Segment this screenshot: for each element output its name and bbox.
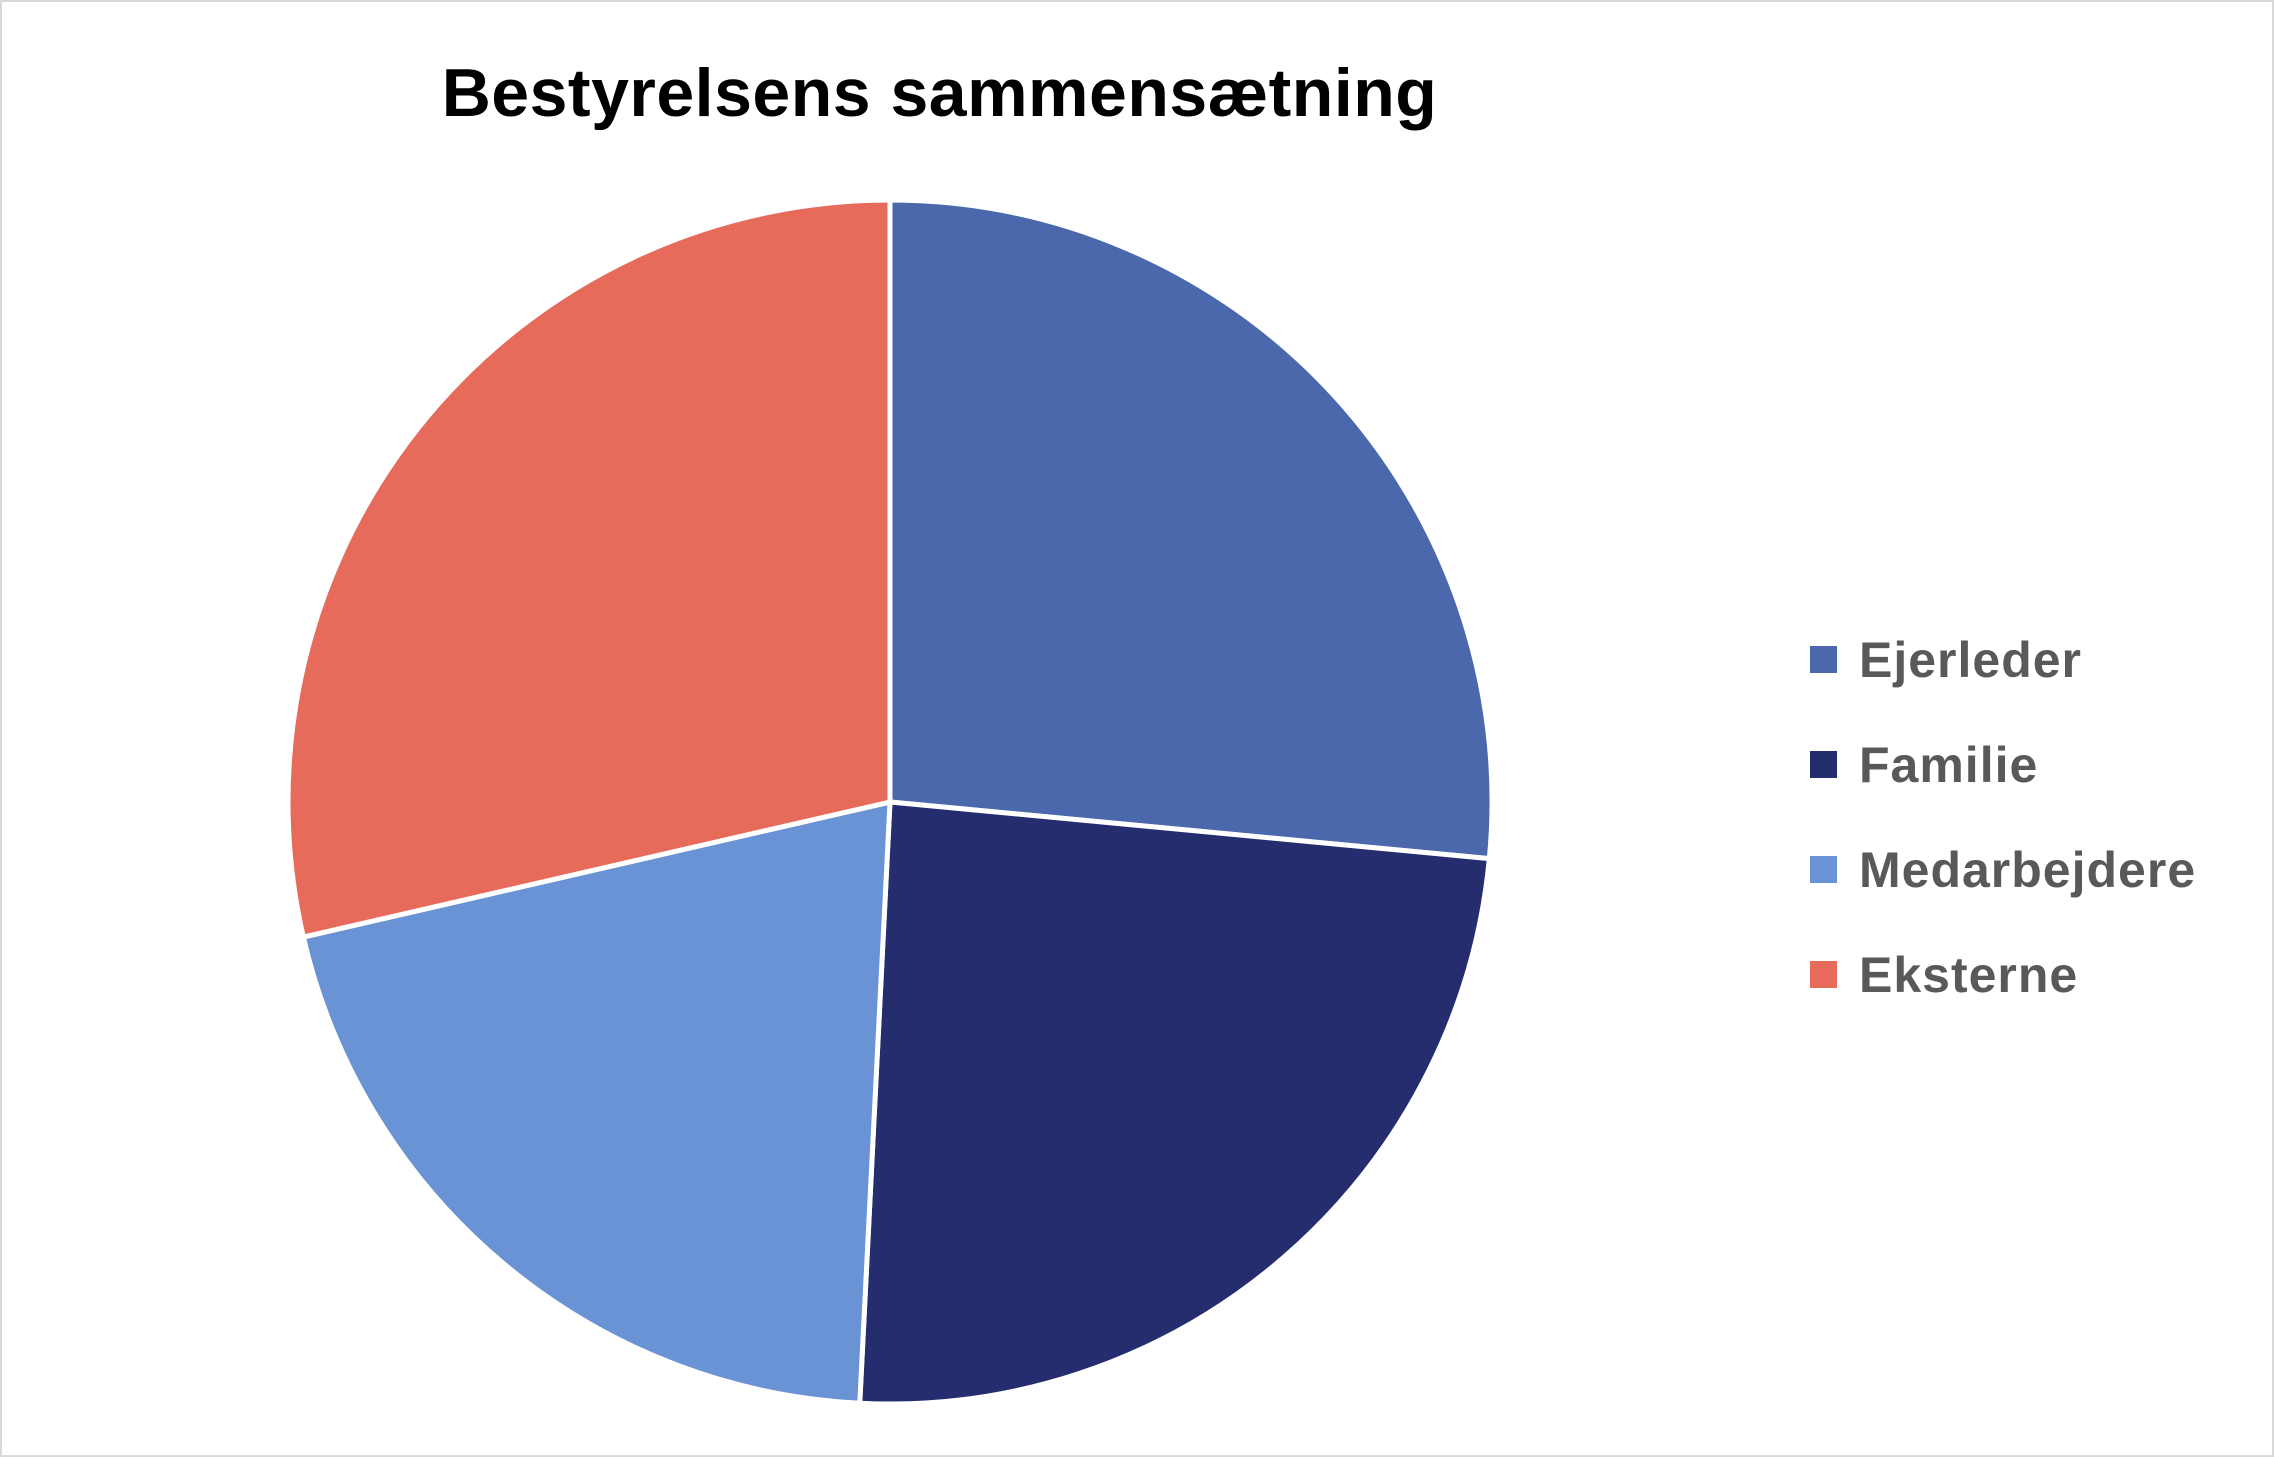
legend-label: Medarbejdere (1859, 841, 2197, 898)
legend-item-eksterne: Eksterne (1810, 922, 2196, 1027)
legend-swatch (1810, 646, 1837, 673)
legend-swatch (1810, 856, 1837, 883)
legend-swatch (1810, 751, 1837, 778)
legend-label: Familie (1859, 736, 2039, 793)
legend-item-ejerleder: Ejerleder (1810, 607, 2196, 712)
legend-label: Ejerleder (1859, 631, 2083, 688)
pie-slice-ejerleder (887, 197, 1495, 862)
pie-slice-eksterne (285, 197, 893, 940)
chart-title: Bestyrelsens sammensætning (441, 55, 1438, 131)
legend-swatch (1810, 961, 1837, 988)
legend-item-medarbejdere: Medarbejdere (1810, 817, 2196, 922)
pie-slice-familie (857, 799, 1492, 1407)
legend: Ejerleder Familie Medarbejdere Eksterne (1810, 607, 2196, 1027)
legend-label: Eksterne (1859, 946, 2079, 1003)
pie-slice-medarbejdere (300, 799, 893, 1406)
legend-item-familie: Familie (1810, 712, 2196, 817)
